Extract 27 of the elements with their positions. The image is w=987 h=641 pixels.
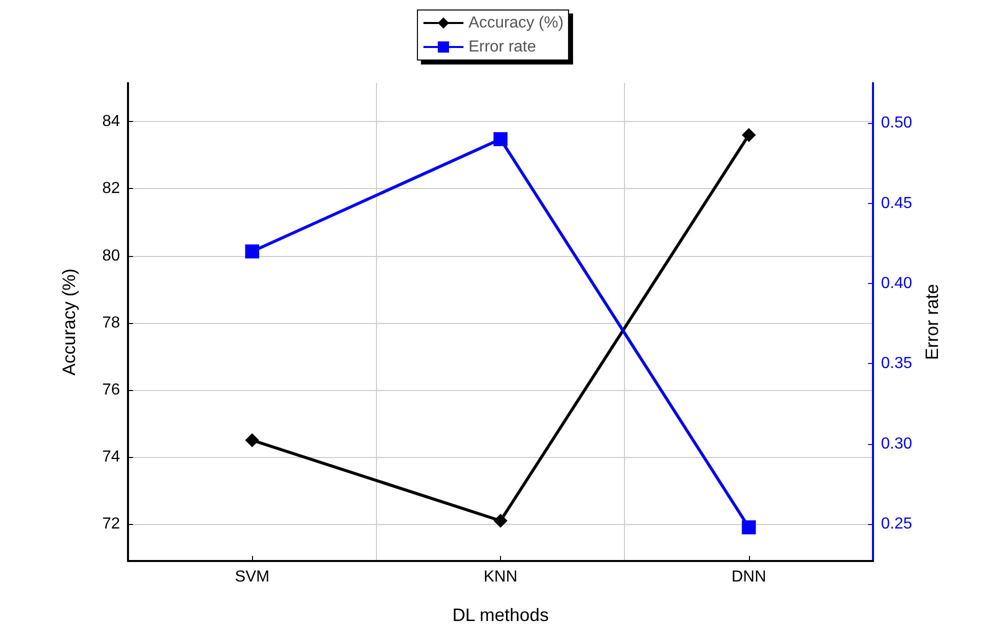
y2-tick-label: 0.30	[881, 435, 912, 452]
y2-tick-label: 0.40	[881, 275, 912, 292]
legend-label: Accuracy (%)	[468, 14, 564, 32]
point	[742, 520, 756, 534]
x-tick-label: KNN	[484, 568, 518, 586]
y-tick-label: 74	[102, 448, 120, 466]
y2-tick-label: 0.35	[881, 355, 912, 372]
y-tick-label: 78	[102, 314, 120, 332]
y2-axis-title: Error rate	[922, 284, 942, 360]
point	[494, 514, 508, 528]
y-tick-label: 84	[102, 113, 120, 130]
x-tick-label: SVM	[234, 568, 270, 586]
y-tick-label: 72	[102, 516, 120, 533]
x-axis-title: DL methods	[452, 605, 549, 625]
y-tick-label: 82	[102, 180, 120, 198]
legend-label: Error rate	[468, 38, 536, 56]
x-tick-label: DNN	[731, 568, 766, 586]
y-tick-label: 76	[102, 381, 120, 398]
point	[742, 128, 756, 142]
point	[245, 244, 260, 258]
y2-tick-label: 0.50	[881, 114, 912, 132]
point	[494, 132, 508, 146]
y2-tick-label: 0.25	[881, 516, 912, 533]
y-tick-label: 80	[102, 247, 120, 264]
point	[245, 433, 260, 448]
y-axis-title: Accuracy (%)	[59, 268, 79, 376]
y2-tick-label: 0.45	[881, 194, 912, 212]
